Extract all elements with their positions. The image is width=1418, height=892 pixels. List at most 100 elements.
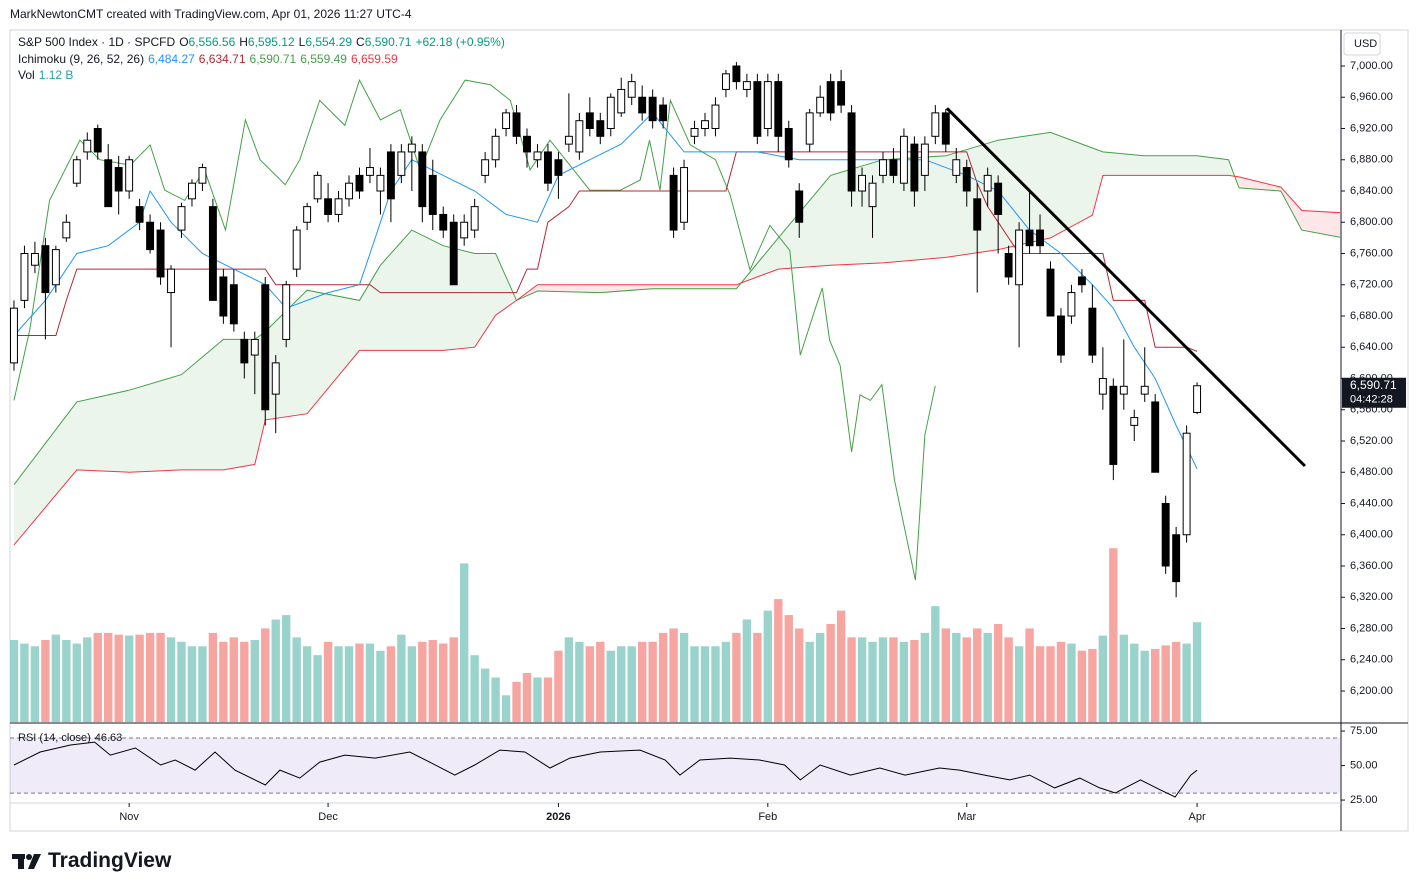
x-tick-label: Mar <box>957 811 976 823</box>
ohlc-value: 6,590.71 <box>364 35 412 49</box>
volume-bar <box>365 643 375 722</box>
ichimoku-header: Ichimoku (9, 26, 52, 26) 6,484.27 6,634.71… <box>18 52 398 66</box>
volume-bar <box>271 619 280 722</box>
volume-bar <box>564 637 574 722</box>
volume-bar <box>124 635 134 722</box>
volume-bar <box>1098 635 1108 722</box>
candle-body <box>177 206 186 231</box>
candle-body <box>188 182 196 200</box>
y-tick-label: 6,840.00 <box>1350 185 1393 197</box>
candle-body <box>774 81 783 137</box>
cloud-fill <box>1050 132 1093 238</box>
y-tick-label: 6,880.00 <box>1350 154 1393 166</box>
candle-body <box>711 104 720 129</box>
candle-body <box>10 307 18 364</box>
volume-bar <box>334 646 343 722</box>
ichimoku-value: 6,559.49 <box>300 52 347 66</box>
volume-bar <box>753 632 762 722</box>
volume-bar <box>931 606 940 722</box>
candle-body <box>1098 378 1107 395</box>
volume-bar <box>868 641 877 722</box>
candle-body <box>837 81 846 106</box>
volume-bar <box>952 632 961 722</box>
volume-bar <box>857 637 867 722</box>
candle-body <box>386 151 395 200</box>
y-tick-label: 6,400.00 <box>1350 529 1393 541</box>
volume-bar <box>229 637 239 722</box>
y-tick-label: 6,520.00 <box>1350 435 1393 447</box>
x-tick-label: Nov <box>119 811 139 823</box>
volume-bar <box>439 643 448 722</box>
volume-bar <box>30 646 40 722</box>
volume-bar <box>721 641 731 722</box>
candle-body <box>1057 315 1065 356</box>
candle-body <box>606 96 615 129</box>
cloud-fill <box>359 265 381 351</box>
ohlc-key: H <box>239 35 248 49</box>
x-tick-label: 2026 <box>546 811 570 823</box>
volume-bar <box>941 628 950 722</box>
volume-bar <box>208 632 218 722</box>
symbol-header: S&P 500 Index · 1D · SPCFD O 6,556.56 H 6,59… <box>18 35 505 49</box>
cloud-fill <box>307 290 360 414</box>
candle-body <box>491 135 500 161</box>
volume-bar <box>815 632 825 722</box>
frame <box>9 29 1409 832</box>
volume-bar <box>386 646 396 722</box>
y-tick-label: 6,480.00 <box>1350 466 1393 478</box>
candle-body <box>324 198 333 215</box>
candle-body <box>543 151 552 184</box>
last-price-box <box>1342 377 1406 408</box>
volume-bar <box>1067 643 1076 722</box>
ichimoku-label: Ichimoku (9, 26, 52, 26) <box>18 52 145 66</box>
candle-body <box>1088 307 1097 356</box>
y-tick-label: 6,680.00 <box>1350 310 1393 322</box>
candle-body <box>470 206 479 231</box>
candle-body <box>1067 292 1076 317</box>
candle-body <box>460 221 469 239</box>
cloud-fill <box>600 284 653 293</box>
cloud-fill <box>998 132 1051 250</box>
change: +62.18 (+0.95%) <box>415 35 505 49</box>
volume-bar <box>805 641 814 722</box>
volume-bar <box>470 655 479 722</box>
candle-body <box>345 182 353 200</box>
ichimoku-value: 6,634.71 <box>198 52 246 66</box>
logo: TradingView <box>12 849 171 873</box>
candle-body <box>104 159 113 208</box>
cloud-fill <box>1102 151 1145 176</box>
candle-body <box>879 159 887 176</box>
candle-body <box>1015 229 1024 286</box>
volume-bar <box>993 624 1003 722</box>
candle-body <box>292 229 301 270</box>
y-tick-label: 6,920.00 <box>1350 122 1393 134</box>
volume-bar <box>355 643 364 722</box>
volume-bar <box>543 677 553 722</box>
ohlc-value: 6,554.29 <box>305 35 353 49</box>
currency-box[interactable] <box>1343 32 1381 56</box>
volume-bar <box>104 632 113 722</box>
candle-body <box>1036 229 1044 247</box>
volume-bar <box>554 650 563 722</box>
candle-body <box>146 221 155 251</box>
candle-body <box>376 174 385 192</box>
y-tick-label: 6,320.00 <box>1350 591 1393 603</box>
y-tick-label: 6,200.00 <box>1350 685 1393 697</box>
volume-bar <box>585 646 595 722</box>
volume-bar <box>1056 641 1066 722</box>
y-tick-label: 6,760.00 <box>1350 247 1393 259</box>
candle-body <box>659 104 668 122</box>
volume-bar <box>1004 637 1013 722</box>
countdown: 04:42:28 <box>1350 394 1393 406</box>
volume-bar <box>177 641 186 722</box>
cloud-fill <box>778 175 831 270</box>
cloud-fill <box>1197 155 1229 176</box>
volume-bar <box>344 646 354 722</box>
cloud-fill <box>474 253 496 348</box>
candle-body <box>1109 385 1118 465</box>
candle-body <box>669 174 678 231</box>
volume-bar <box>763 610 773 722</box>
cloud-fill <box>223 339 255 470</box>
